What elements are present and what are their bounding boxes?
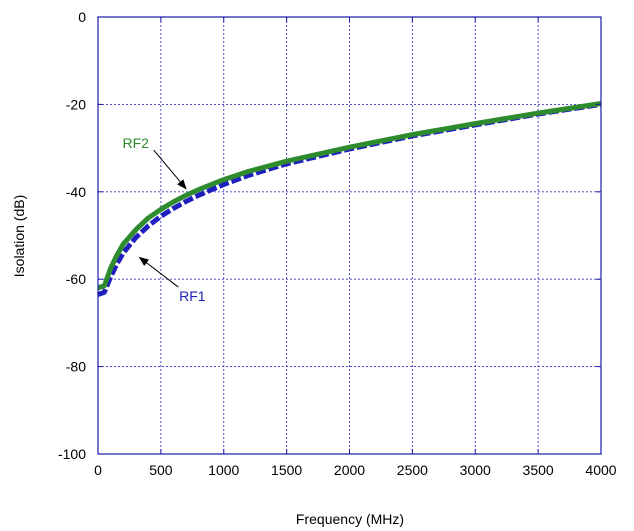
x-tick-label: 0	[94, 462, 102, 478]
gridlines	[98, 17, 601, 454]
y-tick-label: -40	[66, 184, 86, 200]
y-tick-label: -100	[58, 446, 86, 462]
series-layer	[97, 101, 602, 297]
x-axis-label: Frequency (MHz)	[296, 511, 404, 527]
annotation-label-rf2: RF2	[122, 135, 149, 151]
annotation-layer: RF2 RF1	[122, 135, 205, 304]
y-tick-label: -60	[66, 271, 86, 287]
y-tick-label: 0	[78, 9, 86, 25]
annotation-arrow-rf2	[153, 149, 187, 190]
series-line-rf2	[97, 101, 602, 291]
x-tick-label: 2000	[334, 462, 365, 478]
y-axis-label: Isolation (dB)	[11, 195, 27, 277]
y-tick-label: -20	[66, 96, 86, 112]
x-tick-label: 3000	[460, 462, 491, 478]
x-tick-label: 1500	[271, 462, 302, 478]
annotation-arrow-rf1	[138, 256, 179, 288]
x-tick-label: 2500	[397, 462, 428, 478]
x-tick-label: 4000	[585, 462, 616, 478]
tick-layer: 0 500 1000 1500 2000 2500 3000 3500 4000 0 -20 -40 -…	[58, 9, 617, 478]
x-tick-label: 1000	[208, 462, 239, 478]
x-tick-label: 500	[149, 462, 173, 478]
y-tick-label: -80	[66, 359, 86, 375]
x-tick-label: 3500	[523, 462, 554, 478]
annotation-label-rf1: RF1	[179, 288, 206, 304]
